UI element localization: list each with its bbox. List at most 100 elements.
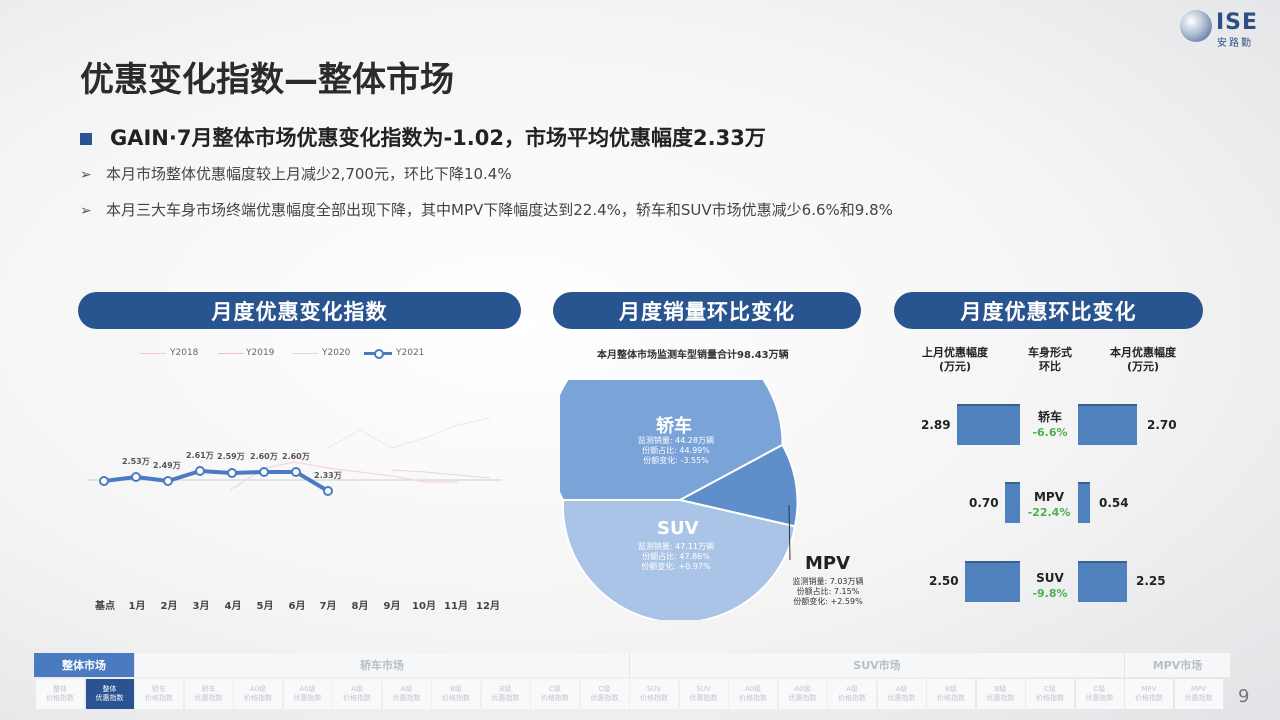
arrow-bullet-icon: ➢ — [80, 167, 92, 183]
headline-text: GAIN·7月整体市场优惠变化指数为-1.02，市场平均优惠幅度2.33万 — [110, 126, 766, 150]
legend-label-y2018: Y2018 — [170, 348, 199, 358]
nav-subtab-line: 优惠指数 — [689, 694, 718, 702]
nav-subtab[interactable]: SUV 优惠指数 — [679, 679, 728, 709]
nav-subtab-line: 价格指数 — [145, 694, 173, 702]
x-axis-label: 6月 — [288, 601, 306, 612]
bullet-text: 本月三大车身市场终端优惠幅度全部出现下降，其中MPV下降幅度达到22.4%，轿车… — [106, 201, 893, 219]
nav-subtab[interactable]: 轿车 价格指数 — [135, 679, 183, 709]
header-text: (万元) — [938, 360, 972, 373]
segment-change: -9.8% — [1032, 587, 1068, 600]
nav-subtab-line: 优惠指数 — [293, 694, 322, 702]
nav-subtab[interactable]: SUV 价格指数 — [630, 679, 678, 709]
nav-subtab[interactable]: B级 价格指数 — [927, 679, 975, 709]
nav-subtab-line: 价格指数 — [1135, 694, 1163, 702]
line-chart — [88, 417, 502, 496]
nav-subtab-line: A0级 — [299, 685, 316, 693]
nav-subtab[interactable]: A0级 价格指数 — [234, 679, 282, 709]
pie-title: 本月整体市场监测车型销量合计98.43万辆 — [597, 350, 789, 361]
legend-line-y2018 — [140, 353, 166, 354]
cur-value-mpv: 0.54 — [1099, 496, 1129, 510]
prev-value-mpv: 0.70 — [969, 496, 999, 510]
header-text: 环比 — [1039, 360, 1061, 373]
segment-name: SUV — [1036, 571, 1064, 585]
nav-subtab-label: B级 优惠指数 — [987, 685, 1015, 703]
nav-subtab-line: 优惠指数 — [887, 694, 916, 702]
nav-subtab-line: 轿车 — [152, 685, 166, 693]
data-point — [227, 468, 237, 478]
nav-subtab-line: 价格指数 — [937, 694, 965, 702]
nav-subtab[interactable]: 轿车 优惠指数 — [184, 679, 233, 709]
pie-label-suv: SUV — [657, 518, 699, 539]
arrow-bullet-icon: ➢ — [80, 203, 92, 219]
nav-subtab[interactable]: B级 价格指数 — [432, 679, 480, 709]
point-label: 2.59万 — [217, 452, 245, 461]
nav-tab-overall[interactable]: 整体市场 — [34, 653, 135, 677]
x-axis-label: 10月 — [412, 601, 436, 612]
nav-subtab-line: B级 — [450, 685, 462, 693]
legend-label-y2019: Y2019 — [246, 348, 275, 358]
nav-subtab[interactable]: MPV 优惠指数 — [1174, 679, 1223, 709]
nav-subtab-line: A0级 — [794, 685, 811, 693]
nav-tab-mpv[interactable]: MPV市场 — [1125, 653, 1230, 677]
nav-subtab[interactable]: A级 价格指数 — [333, 679, 381, 709]
nav-subtab-label: C级 优惠指数 — [591, 685, 619, 703]
nav-subtab[interactable]: C级 价格指数 — [531, 679, 579, 709]
nav-subtab-line: 优惠指数 — [590, 694, 619, 702]
nav-subtab-label: 整体 价格指数 — [46, 685, 74, 703]
nav-subtab-line: 价格指数 — [442, 694, 470, 702]
x-axis-label: 2月 — [160, 601, 178, 612]
nav-subtab-line: A级 — [351, 685, 363, 693]
nav-subtab[interactable]: B级 优惠指数 — [481, 679, 530, 709]
x-axis-label: 5月 — [256, 601, 274, 612]
nav-subtab-line: 优惠指数 — [788, 694, 817, 702]
nav-subtab[interactable]: MPV 价格指数 — [1125, 679, 1173, 709]
data-point — [195, 466, 205, 476]
nav-subtab-line: 优惠指数 — [194, 694, 223, 702]
pie-slice-suv — [561, 499, 797, 620]
pie-detail-mpv: 监测销量: 7.03万辆 份额占比: 7.15% 份额变化: +2.59% — [786, 577, 870, 607]
nav-subtab[interactable]: A0级 优惠指数 — [778, 679, 827, 709]
x-axis-label: 3月 — [192, 601, 210, 612]
legend-marker-icon — [374, 349, 384, 359]
header-text: 本月优惠幅度 — [1110, 346, 1176, 359]
nav-subtab-line: SUV — [646, 685, 662, 693]
nav-tab-sedan[interactable]: 轿车市场 — [135, 653, 630, 677]
detail-line: 监测销量: 47.11万辆 — [637, 542, 715, 551]
nav-subtab[interactable]: C级 优惠指数 — [580, 679, 629, 709]
nav-subtab[interactable]: A级 价格指数 — [828, 679, 876, 709]
bullet-1: ➢ 本月市场整体优惠幅度较上月减少2,700元，环比下降10.4% — [80, 163, 512, 184]
nav-subtab[interactable]: A0级 优惠指数 — [283, 679, 332, 709]
detail-line: 监测销量: 44.28万辆 — [637, 436, 715, 445]
nav-subtab-line: 优惠指数 — [95, 694, 124, 702]
prev-bar-mpv — [1005, 482, 1020, 523]
x-axis-label: 9月 — [383, 601, 401, 612]
legend-label-y2021: Y2021 — [396, 348, 425, 358]
nav-subtab-line: 价格指数 — [46, 694, 74, 702]
data-point — [163, 476, 173, 486]
nav-subtab-label: SUV 价格指数 — [640, 685, 668, 703]
page-title: 优惠变化指数—整体市场 — [80, 60, 454, 100]
nav-subtab[interactable]: A级 优惠指数 — [877, 679, 926, 709]
nav-subtab[interactable]: 整体 价格指数 — [36, 679, 84, 709]
x-axis-label: 7月 — [319, 601, 337, 612]
header-text: 上月优惠幅度 — [922, 346, 988, 359]
data-point — [131, 472, 141, 482]
nav-subtab-line: A级 — [400, 685, 413, 693]
nav-subtab[interactable]: A级 优惠指数 — [382, 679, 431, 709]
nav-tab-suv[interactable]: SUV市场 — [630, 653, 1125, 677]
cur-bar-mpv — [1078, 482, 1090, 523]
nav-subtab[interactable]: 整体 优惠指数 — [85, 679, 134, 709]
pie-slice-sedan — [560, 380, 784, 501]
nav-subtab[interactable]: C级 优惠指数 — [1075, 679, 1124, 709]
x-axis-label: 基点 — [95, 601, 115, 612]
nav-subtab[interactable]: C级 价格指数 — [1026, 679, 1074, 709]
nav-subtab-line: 优惠指数 — [986, 694, 1015, 702]
nav-subtab-label: A0级 优惠指数 — [789, 685, 817, 703]
point-label: 2.60万 — [250, 452, 278, 461]
nav-subtab-line: 优惠指数 — [392, 694, 421, 702]
detail-line: 份额占比: 44.99% — [642, 446, 710, 455]
prev-bar-sedan — [957, 404, 1020, 445]
nav-subtab-line: 价格指数 — [541, 694, 569, 702]
nav-subtab[interactable]: A0级 价格指数 — [729, 679, 777, 709]
nav-subtab[interactable]: B级 优惠指数 — [976, 679, 1025, 709]
